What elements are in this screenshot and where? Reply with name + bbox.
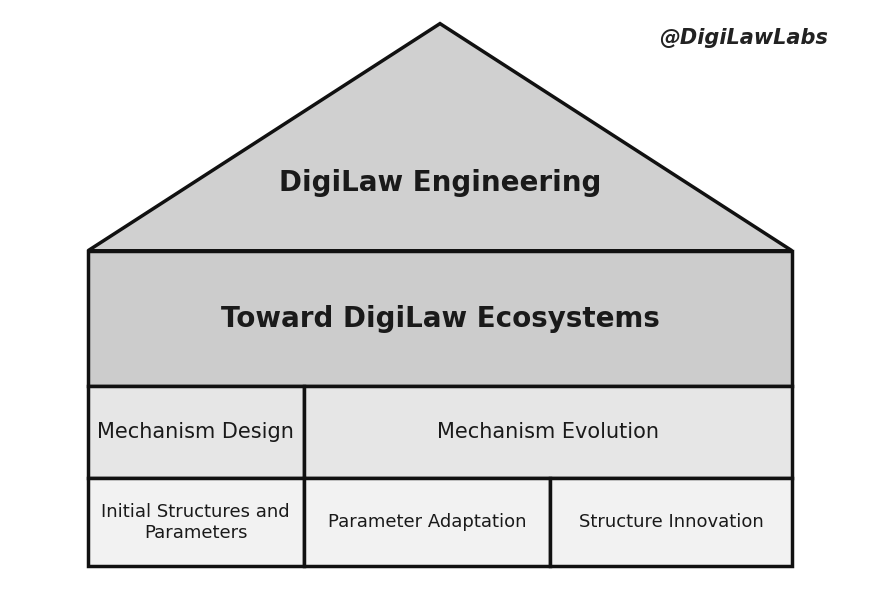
Bar: [304, 386, 792, 478]
Bar: [88, 386, 304, 478]
Polygon shape: [88, 24, 792, 251]
Text: Toward DigiLaw Ecosystems: Toward DigiLaw Ecosystems: [221, 304, 659, 333]
Text: Mechanism Evolution: Mechanism Evolution: [436, 422, 659, 442]
Text: @DigiLawLabs: @DigiLawLabs: [659, 28, 828, 48]
Text: Parameter Adaptation: Parameter Adaptation: [327, 513, 526, 531]
Bar: [550, 478, 792, 566]
Bar: [88, 478, 304, 566]
Text: DigiLaw Engineering: DigiLaw Engineering: [279, 169, 601, 196]
Bar: [88, 251, 792, 386]
Bar: [304, 478, 550, 566]
Text: Mechanism Design: Mechanism Design: [98, 422, 294, 442]
Text: Structure Innovation: Structure Innovation: [579, 513, 763, 531]
Text: Initial Structures and
Parameters: Initial Structures and Parameters: [101, 503, 290, 542]
